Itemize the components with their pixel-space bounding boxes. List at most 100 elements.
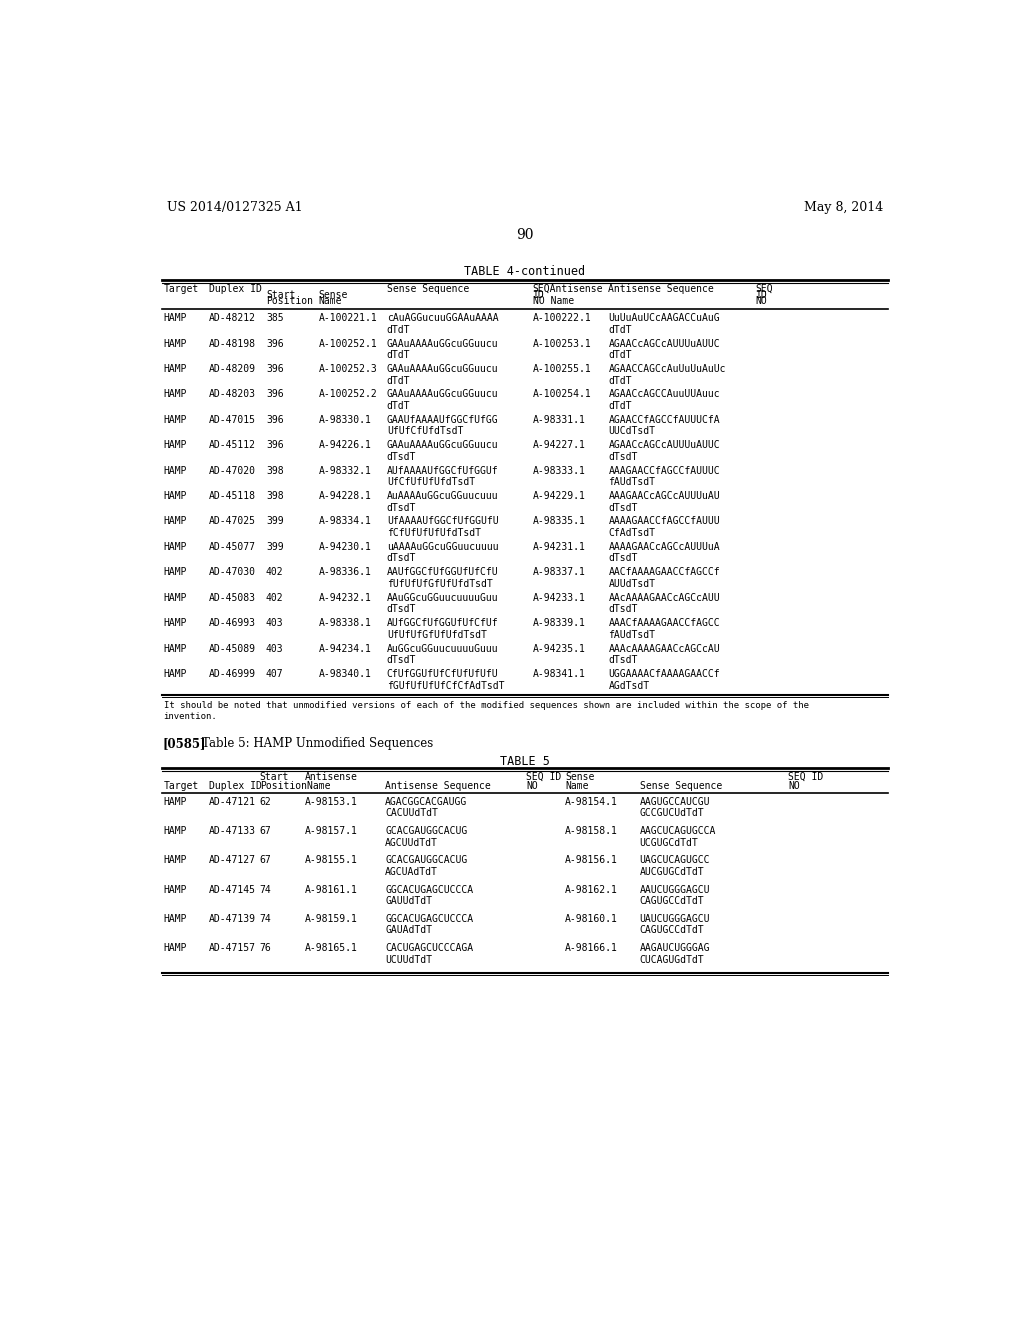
Text: HAMP: HAMP [164,466,187,475]
Text: UuUuAuUCcAAGACCuAuG
dTdT: UuUuAuUCcAAGACCuAuG dTdT [608,313,720,335]
Text: GGCACUGAGCUCCCA
GAUUdTdT: GGCACUGAGCUCCCA GAUUdTdT [385,884,473,906]
Text: A-94226.1: A-94226.1 [318,441,372,450]
Text: 74: 74 [260,913,271,924]
Text: SEQ: SEQ [756,284,773,294]
Text: HAMP: HAMP [164,441,187,450]
Text: GAAuAAAAuGGcuGGuucu
dTdT: GAAuAAAAuGGcuGGuucu dTdT [387,364,499,385]
Text: TABLE 4-continued: TABLE 4-continued [464,264,586,277]
Text: AUfAAAAUfGGCfUfGGUf
UfCfUfUfUfdTsdT: AUfAAAAUfGGCfUfGGUf UfCfUfUfUfdTsdT [387,466,499,487]
Text: 90: 90 [516,227,534,242]
Text: HAMP: HAMP [164,389,187,400]
Text: HAMP: HAMP [164,339,187,348]
Text: A-98160.1: A-98160.1 [565,913,617,924]
Text: 74: 74 [260,884,271,895]
Text: HAMP: HAMP [164,855,187,865]
Text: HAMP: HAMP [164,568,187,577]
Text: GAAUfAAAAUfGGCfUfGG
UfUfCfUfdTsdT: GAAUfAAAAUfGGCfUfGG UfUfCfUfdTsdT [387,414,499,437]
Text: A-98157.1: A-98157.1 [305,826,357,836]
Text: A-100252.2: A-100252.2 [318,389,378,400]
Text: PositionName: PositionName [260,781,331,791]
Text: A-98162.1: A-98162.1 [565,884,617,895]
Text: HAMP: HAMP [164,516,187,527]
Text: A-98330.1: A-98330.1 [318,414,372,425]
Text: 385: 385 [266,313,284,323]
Text: 403: 403 [266,618,284,628]
Text: Sense: Sense [565,772,595,781]
Text: NO: NO [526,781,538,791]
Text: Name: Name [565,781,589,791]
Text: AD-47157: AD-47157 [209,942,256,953]
Text: A-98155.1: A-98155.1 [305,855,357,865]
Text: AAUCUGGGAGCU
CAGUGCCdTdT: AAUCUGGGAGCU CAGUGCCdTdT [640,884,710,906]
Text: AD-47127: AD-47127 [209,855,256,865]
Text: 402: 402 [266,568,284,577]
Text: Duplex ID: Duplex ID [209,284,261,294]
Text: AD-47145: AD-47145 [209,884,256,895]
Text: AGAACcAGCcAUUUuAUUC
dTsdT: AGAACcAGCcAUUUuAUUC dTsdT [608,441,720,462]
Text: GCACGAUGGCACUG
AGCUAdTdT: GCACGAUGGCACUG AGCUAdTdT [385,855,468,876]
Text: A-100254.1: A-100254.1 [532,389,591,400]
Text: 62: 62 [260,797,271,807]
Text: 396: 396 [266,414,284,425]
Text: A-98334.1: A-98334.1 [318,516,372,527]
Text: AAACfAAAAGAACCfAGCC
fAUdTsdT: AAACfAAAAGAACCfAGCC fAUdTsdT [608,618,720,640]
Text: AAAAGAACCfAGCCfAUUU
CfAdTsdT: AAAAGAACCfAGCCfAUUU CfAdTsdT [608,516,720,539]
Text: AAAcAAAAGAACcAGCcAU
dTsdT: AAAcAAAAGAACcAGCcAU dTsdT [608,644,720,665]
Text: 398: 398 [266,466,284,475]
Text: Antisense: Antisense [305,772,357,781]
Text: AD-47020: AD-47020 [209,466,256,475]
Text: UAGCUCAGUGCC
AUCGUGCdTdT: UAGCUCAGUGCC AUCGUGCdTdT [640,855,710,876]
Text: A-98340.1: A-98340.1 [318,669,372,678]
Text: AD-48209: AD-48209 [209,364,256,374]
Text: AuGGcuGGuucuuuuGuuu
dTsdT: AuGGcuGGuucuuuuGuuu dTsdT [387,644,499,665]
Text: CfUfGGUfUfCfUfUfUfU
fGUfUfUfUfCfCfAdTsdT: CfUfGGUfUfCfUfUfUfU fGUfUfUfUfCfCfAdTsdT [387,669,505,690]
Text: HAMP: HAMP [164,669,187,678]
Text: A-98158.1: A-98158.1 [565,826,617,836]
Text: uAAAAuGGcuGGuucuuuu
dTsdT: uAAAAuGGcuGGuucuuuu dTsdT [387,543,499,564]
Text: AD-46999: AD-46999 [209,669,256,678]
Text: AAAGAACCfAGCCfAUUUC
fAUdTsdT: AAAGAACCfAGCCfAUUUC fAUdTsdT [608,466,720,487]
Text: A-98161.1: A-98161.1 [305,884,357,895]
Text: AD-47139: AD-47139 [209,913,256,924]
Text: AGAACCfAGCCfAUUUCfA
UUCdTsdT: AGAACCfAGCCfAUUUCfA UUCdTsdT [608,414,720,437]
Text: AUfGGCfUfGGUfUfCfUf
UfUfUfGfUfUfdTsdT: AUfGGCfUfGGUfUfCfUf UfUfUfGfUfUfdTsdT [387,618,499,640]
Text: A-98165.1: A-98165.1 [305,942,357,953]
Text: AGACGGCACGAUGG
CACUUdTdT: AGACGGCACGAUGG CACUUdTdT [385,797,468,818]
Text: HAMP: HAMP [164,543,187,552]
Text: A-94228.1: A-94228.1 [318,491,372,502]
Text: Name: Name [318,296,342,306]
Text: Target: Target [164,781,199,791]
Text: Duplex ID: Duplex ID [209,781,261,791]
Text: A-98156.1: A-98156.1 [565,855,617,865]
Text: AD-48212: AD-48212 [209,313,256,323]
Text: GAAuAAAAuGGcuGGuucu
dTdT: GAAuAAAAuGGcuGGuucu dTdT [387,339,499,360]
Text: AAAAGAACcAGCcAUUUuA
dTsdT: AAAAGAACcAGCcAUUUuA dTsdT [608,543,720,564]
Text: AD-47133: AD-47133 [209,826,256,836]
Text: Sense: Sense [318,290,348,300]
Text: A-100255.1: A-100255.1 [532,364,591,374]
Text: AAuGGcuGGuucuuuuGuu
dTsdT: AAuGGcuGGuucuuuuGuu dTsdT [387,593,499,614]
Text: A-100221.1: A-100221.1 [318,313,378,323]
Text: AGAACCAGCcAuUuUuAuUc
dTdT: AGAACCAGCcAuUuUuAuUc dTdT [608,364,726,385]
Text: NO: NO [756,296,768,306]
Text: A-100252.3: A-100252.3 [318,364,378,374]
Text: A-98336.1: A-98336.1 [318,568,372,577]
Text: HAMP: HAMP [164,313,187,323]
Text: HAMP: HAMP [164,414,187,425]
Text: AAGAUCUGGGAG
CUCAGUGdTdT: AAGAUCUGGGAG CUCAGUGdTdT [640,942,710,965]
Text: A-100252.1: A-100252.1 [318,339,378,348]
Text: 399: 399 [266,516,284,527]
Text: HAMP: HAMP [164,884,187,895]
Text: A-98159.1: A-98159.1 [305,913,357,924]
Text: HAMP: HAMP [164,797,187,807]
Text: AD-48203: AD-48203 [209,389,256,400]
Text: US 2014/0127325 A1: US 2014/0127325 A1 [167,201,302,214]
Text: Antisense Sequence: Antisense Sequence [385,781,492,791]
Text: ID: ID [756,290,768,300]
Text: UAUCUGGGAGCU
CAGUGCCdTdT: UAUCUGGGAGCU CAGUGCCdTdT [640,913,710,936]
Text: Sense Sequence: Sense Sequence [640,781,722,791]
Text: UfAAAAUfGGCfUfGGUfU
fCfUfUfUfUfdTsdT: UfAAAAUfGGCfUfGGUfU fCfUfUfUfUfdTsdT [387,516,499,539]
Text: AD-45112: AD-45112 [209,441,256,450]
Text: A-94233.1: A-94233.1 [532,593,586,603]
Text: A-94229.1: A-94229.1 [532,491,586,502]
